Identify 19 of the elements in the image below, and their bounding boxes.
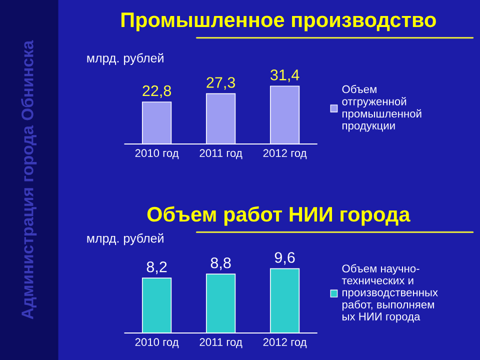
- x-tick-label: 2010 год: [135, 149, 179, 160]
- data-label: 8,8: [210, 257, 231, 270]
- y-axis-title: млрд. рублей: [87, 233, 164, 246]
- chart-title: Промышленное производство: [121, 12, 436, 32]
- x-tick-label: 2011 год: [200, 149, 242, 160]
- legend-label: Объем научно- технических и производственных работ, выполняем ых НИИ города: [342, 264, 438, 323]
- data-label: 9,6: [274, 252, 295, 265]
- x-tick-label: 2010 год: [135, 338, 179, 348]
- data-label: 27,3: [206, 77, 235, 90]
- data-label: 31,4: [270, 70, 300, 82]
- x-tick-label: 2011 год: [200, 338, 242, 348]
- chart-title: Объем работ НИИ города: [147, 206, 410, 226]
- x-tick-label: 2012 год: [263, 149, 307, 160]
- data-label: 8,2: [146, 261, 167, 274]
- legend-label: Объем отгруженной промышленной продукции: [342, 84, 422, 132]
- x-tick-label: 2012 год: [263, 338, 307, 348]
- y-axis-title: млрд. рублей: [87, 53, 164, 65]
- text: Администрация города Обнинска: [20, 40, 37, 320]
- data-label: 22,8: [142, 85, 172, 98]
